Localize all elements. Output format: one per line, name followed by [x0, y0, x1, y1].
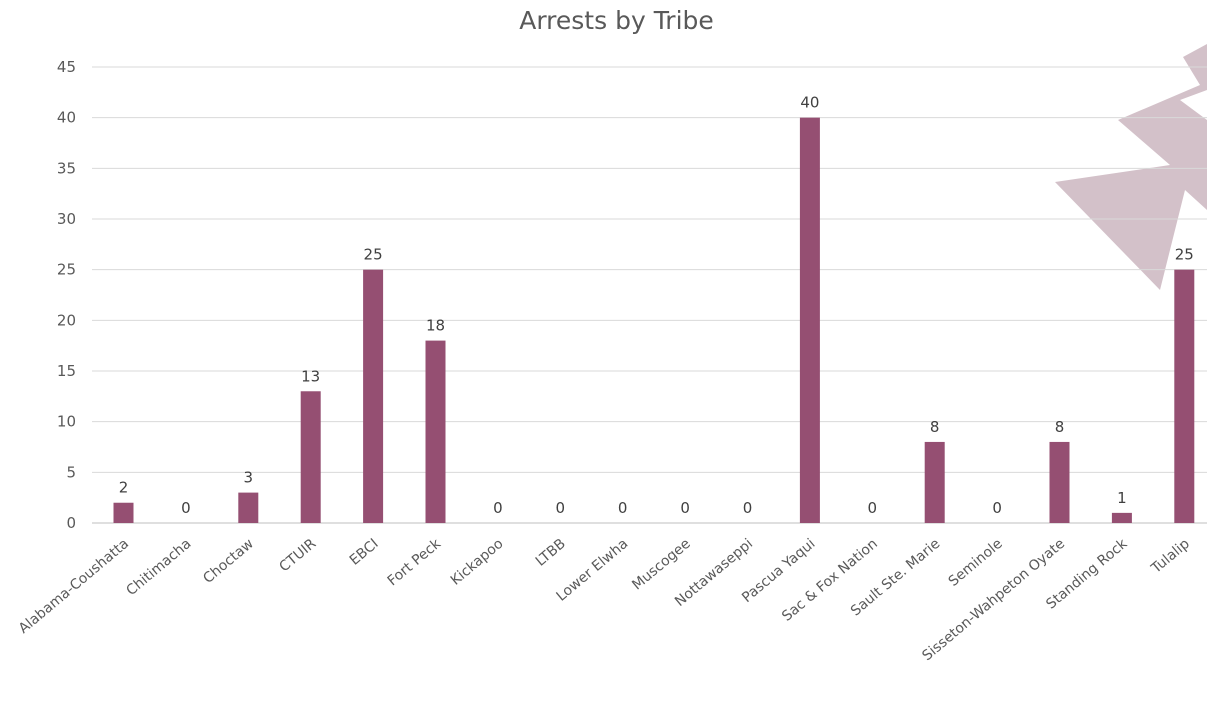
data-labels: 2 0 3 13 25 18 0 0 0 0 0 40 0 8 0 8 1 25 [119, 94, 1194, 517]
y-tick-label: 15 [57, 362, 76, 380]
y-tick-label: 30 [57, 210, 76, 228]
bar [113, 502, 134, 523]
bar [300, 391, 321, 523]
data-label: 0 [743, 499, 753, 517]
chart-title: Arrests by Tribe [519, 6, 714, 35]
bar [799, 117, 820, 524]
y-axis: 0 5 10 15 20 25 30 35 40 45 [57, 58, 76, 532]
x-tick-label: Kickapoo [448, 536, 507, 589]
arrow-decoration-icon [1055, 44, 1207, 290]
data-label: 8 [1055, 418, 1065, 436]
x-tick-label: Tulalip [1148, 536, 1193, 578]
y-tick-label: 10 [57, 413, 76, 431]
data-label: 1 [1117, 489, 1127, 507]
y-tick-label: 40 [57, 109, 76, 127]
x-tick-label: Choctaw [200, 536, 257, 587]
data-label: 25 [1175, 246, 1194, 264]
x-tick-label: CTUIR [276, 536, 319, 576]
data-label: 0 [992, 499, 1002, 517]
y-tick-label: 5 [66, 463, 76, 481]
x-tick-label: Alabama-Coushatta [16, 536, 132, 637]
bar [924, 441, 945, 523]
x-tick-label: EBCI [347, 536, 382, 569]
bar [425, 340, 446, 523]
bars [113, 117, 1195, 524]
y-tick-label: 25 [57, 261, 76, 279]
bar [1049, 441, 1070, 523]
data-label: 0 [493, 499, 503, 517]
data-label: 0 [618, 499, 628, 517]
x-tick-label: Muscogee [629, 536, 693, 594]
data-label: 13 [301, 367, 320, 385]
data-label: 0 [680, 499, 690, 517]
bar [238, 492, 259, 523]
data-label: 8 [930, 418, 940, 436]
x-tick-label: Fort Peck [385, 535, 445, 589]
data-label: 40 [800, 94, 819, 112]
decoration-shape [1055, 44, 1207, 290]
y-tick-label: 35 [57, 159, 76, 177]
data-label: 0 [181, 499, 191, 517]
data-label: 2 [119, 479, 129, 497]
data-label: 18 [426, 317, 445, 335]
y-tick-label: 45 [57, 58, 76, 76]
data-label: 0 [556, 499, 566, 517]
gridlines [92, 66, 1207, 524]
data-label: 25 [364, 246, 383, 264]
data-label: 3 [244, 469, 254, 487]
bar [1174, 269, 1195, 523]
x-tick-label: Chitimacha [123, 536, 194, 599]
x-tick-label: Seminole [946, 536, 1006, 590]
data-label: 0 [868, 499, 878, 517]
bar [1111, 512, 1132, 523]
bar [363, 269, 384, 523]
y-tick-label: 0 [66, 514, 76, 532]
x-tick-label: LTBB [533, 536, 569, 570]
y-tick-label: 20 [57, 311, 76, 329]
